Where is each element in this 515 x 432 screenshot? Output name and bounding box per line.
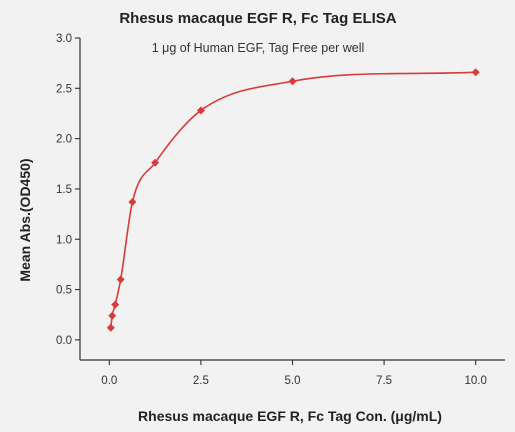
data-point <box>128 198 137 207</box>
x-tick-label: 7.5 <box>376 375 392 387</box>
y-tick-label: 1.5 <box>56 184 72 196</box>
y-tick-label: 3.0 <box>56 33 72 45</box>
data-point <box>106 323 115 332</box>
chart-title: Rhesus macaque EGF R, Fc Tag ELISA <box>119 10 396 27</box>
data-point <box>151 158 160 167</box>
y-tick-label: 1.0 <box>56 234 72 246</box>
data-points <box>106 68 480 332</box>
y-axis-ticks: 0.0 0.5 1.0 1.5 2.0 2.5 3.0 <box>56 33 80 347</box>
x-tick-label: 2.5 <box>193 375 209 387</box>
y-axis-label: Mean Abs.(OD450) <box>17 158 33 281</box>
data-point <box>196 106 205 115</box>
data-point <box>471 68 480 77</box>
data-point <box>108 311 117 320</box>
x-tick-label: 10.0 <box>464 375 486 387</box>
y-tick-label: 0.5 <box>56 285 72 297</box>
y-tick-label: 2.5 <box>56 83 72 95</box>
x-axis-ticks: 0.0 2.5 5.0 7.5 10.0 <box>101 360 487 387</box>
x-tick-label: 5.0 <box>285 375 301 387</box>
data-point <box>288 77 297 86</box>
y-tick-label: 2.0 <box>56 134 72 146</box>
x-tick-label: 0.0 <box>101 375 117 387</box>
data-point <box>111 300 120 309</box>
x-axis-label: Rhesus macaque EGF R, Fc Tag Con. (μg/mL… <box>138 408 442 424</box>
chart-subtitle: 1 μg of Human EGF, Tag Free per well <box>152 41 365 55</box>
data-point <box>116 275 125 284</box>
y-tick-label: 0.0 <box>56 335 72 347</box>
